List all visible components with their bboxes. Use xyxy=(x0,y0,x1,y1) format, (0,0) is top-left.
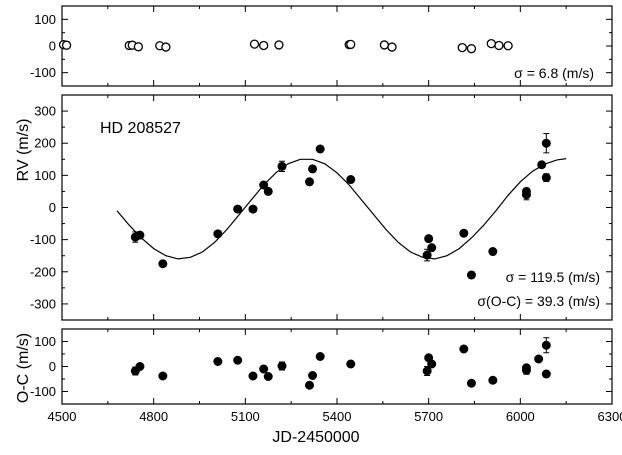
oc-axis-label: O-C (m/s) xyxy=(15,333,32,403)
sigma-annotation: σ = 119.5 (m/s) xyxy=(506,269,600,285)
y-tick-label: 100 xyxy=(34,334,56,349)
data-point xyxy=(248,204,258,214)
y-tick-label: 300 xyxy=(34,104,56,119)
data-point xyxy=(424,234,434,244)
data-point xyxy=(488,375,498,385)
panel-rv: -300 -200 -100 0 100 200 300 σ = 119.5 (m/s) σ(O… xyxy=(30,94,613,321)
data-point xyxy=(534,354,544,364)
star-label: HD 208527 xyxy=(100,120,181,137)
data-point xyxy=(346,175,356,185)
data-point xyxy=(466,378,476,388)
data-point xyxy=(158,371,168,381)
data-point xyxy=(379,40,390,50)
data-point xyxy=(305,380,314,390)
panel-companion-rv: -100 0 100 σ = 6.8 (m/s) xyxy=(30,5,613,87)
data-point xyxy=(133,42,144,52)
y-tick-label: 200 xyxy=(34,136,56,151)
y-tick-label: -200 xyxy=(30,264,56,279)
data-point xyxy=(427,359,437,369)
x-tick-label: 6000 xyxy=(506,409,535,424)
data-point xyxy=(422,366,432,376)
y-tick-label: -300 xyxy=(30,296,56,311)
data-point xyxy=(305,177,314,187)
data-point xyxy=(277,161,287,171)
data-point xyxy=(457,42,467,53)
rv-axis-label: RV (m/s) xyxy=(15,119,32,182)
data-point xyxy=(233,204,243,214)
x-tick-label: 5100 xyxy=(231,409,260,424)
data-point xyxy=(315,144,325,154)
data-point xyxy=(213,229,223,239)
x-tick-label: 5700 xyxy=(414,409,443,424)
data-point xyxy=(274,40,284,50)
data-point xyxy=(259,40,269,51)
sigma-annotation: σ(O-C) = 39.3 (m/s) xyxy=(477,293,600,309)
y-tick-label: 100 xyxy=(34,168,56,183)
data-point xyxy=(135,230,145,240)
x-axis-label: JD-2450000 xyxy=(272,429,359,446)
data-point xyxy=(346,359,356,369)
x-tick-label: 5400 xyxy=(323,409,352,424)
data-point xyxy=(308,164,318,174)
data-point xyxy=(427,243,437,253)
data-point xyxy=(249,39,260,49)
data-point xyxy=(486,38,496,49)
data-point xyxy=(494,40,504,51)
data-point xyxy=(488,247,498,257)
data-point xyxy=(541,173,551,183)
data-point xyxy=(213,357,223,366)
x-tick-label: 4500 xyxy=(48,409,77,424)
data-point xyxy=(259,364,269,374)
data-point xyxy=(537,160,547,170)
y-tick-label: 100 xyxy=(34,12,56,27)
data-point xyxy=(346,39,356,50)
y-tick-label: 0 xyxy=(49,359,56,374)
sigma-annotation: σ = 6.8 (m/s) xyxy=(514,65,594,81)
data-point xyxy=(315,352,325,361)
data-point xyxy=(521,363,531,373)
data-point xyxy=(503,41,513,51)
y-tick-label: -100 xyxy=(30,232,56,247)
data-point xyxy=(466,44,477,54)
data-point xyxy=(422,250,432,260)
data-point xyxy=(248,371,258,381)
y-tick-label: 0 xyxy=(49,39,56,54)
data-point xyxy=(541,340,551,350)
data-point xyxy=(459,344,469,354)
x-tick-label: 4800 xyxy=(139,409,168,424)
data-point xyxy=(521,186,531,196)
data-point xyxy=(387,42,397,52)
data-point xyxy=(308,371,318,380)
panel-o-c: -100 0 100 4500 4800 5100 5400 5700 6000 6300 xyxy=(30,328,622,424)
data-point xyxy=(541,369,551,379)
data-point xyxy=(541,138,551,148)
data-point xyxy=(277,361,287,371)
data-point xyxy=(466,270,476,280)
y-tick-label: -100 xyxy=(30,65,56,80)
data-point xyxy=(158,259,168,269)
data-point xyxy=(263,186,273,196)
y-tick-label: -100 xyxy=(30,384,56,399)
data-point xyxy=(233,355,243,365)
y-tick-label: 0 xyxy=(49,200,56,215)
data-point xyxy=(459,228,469,238)
x-tick-label: 6300 xyxy=(598,409,622,424)
data-point xyxy=(135,362,145,371)
orbit-model-curve xyxy=(116,158,567,260)
data-point xyxy=(263,372,273,381)
data-point xyxy=(259,180,269,190)
data-point xyxy=(61,40,72,50)
data-point xyxy=(161,42,171,52)
